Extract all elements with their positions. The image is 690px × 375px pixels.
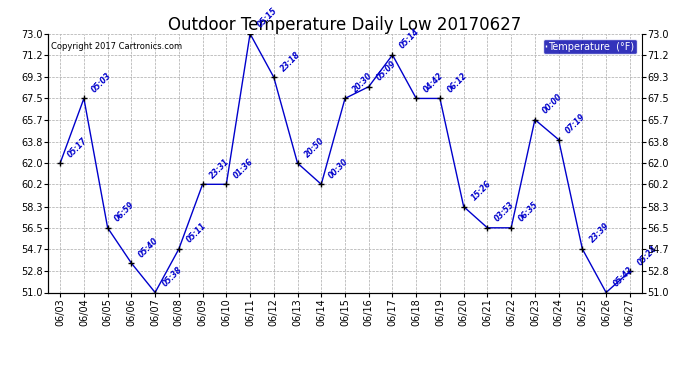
Text: 00:30: 00:30 [327, 157, 350, 180]
Text: 01:36: 01:36 [232, 157, 255, 180]
Text: 20:30: 20:30 [351, 71, 374, 94]
Text: 23:31: 23:31 [208, 157, 231, 180]
Text: 23:39: 23:39 [588, 222, 611, 245]
Text: 05:11: 05:11 [184, 222, 208, 245]
Text: 07:19: 07:19 [564, 112, 587, 135]
Text: Copyright 2017 Cartronics.com: Copyright 2017 Cartronics.com [51, 42, 182, 51]
Text: 04:42: 04:42 [422, 71, 445, 94]
Text: 05:03: 05:03 [90, 71, 112, 94]
Text: 06:35: 06:35 [517, 200, 540, 223]
Text: 00:00: 00:00 [540, 92, 564, 116]
Text: 03:53: 03:53 [493, 200, 516, 223]
Text: 05:17: 05:17 [66, 136, 89, 159]
Text: 05:40: 05:40 [137, 236, 160, 259]
Text: 06:12: 06:12 [446, 71, 469, 94]
Text: 20:50: 20:50 [303, 136, 326, 159]
Text: 05:14: 05:14 [398, 27, 422, 51]
Text: 23:18: 23:18 [279, 50, 303, 73]
Text: 15:26: 15:26 [469, 179, 493, 203]
Text: 05:09: 05:09 [374, 59, 397, 82]
Legend: Temperature  (°F): Temperature (°F) [543, 39, 637, 54]
Text: 06:59: 06:59 [113, 200, 137, 223]
Text: 05:42: 05:42 [611, 265, 635, 288]
Title: Outdoor Temperature Daily Low 20170627: Outdoor Temperature Daily Low 20170627 [168, 16, 522, 34]
Text: 05:15: 05:15 [255, 6, 279, 30]
Text: 05:38: 05:38 [161, 265, 184, 288]
Text: 05:24: 05:24 [635, 244, 659, 267]
